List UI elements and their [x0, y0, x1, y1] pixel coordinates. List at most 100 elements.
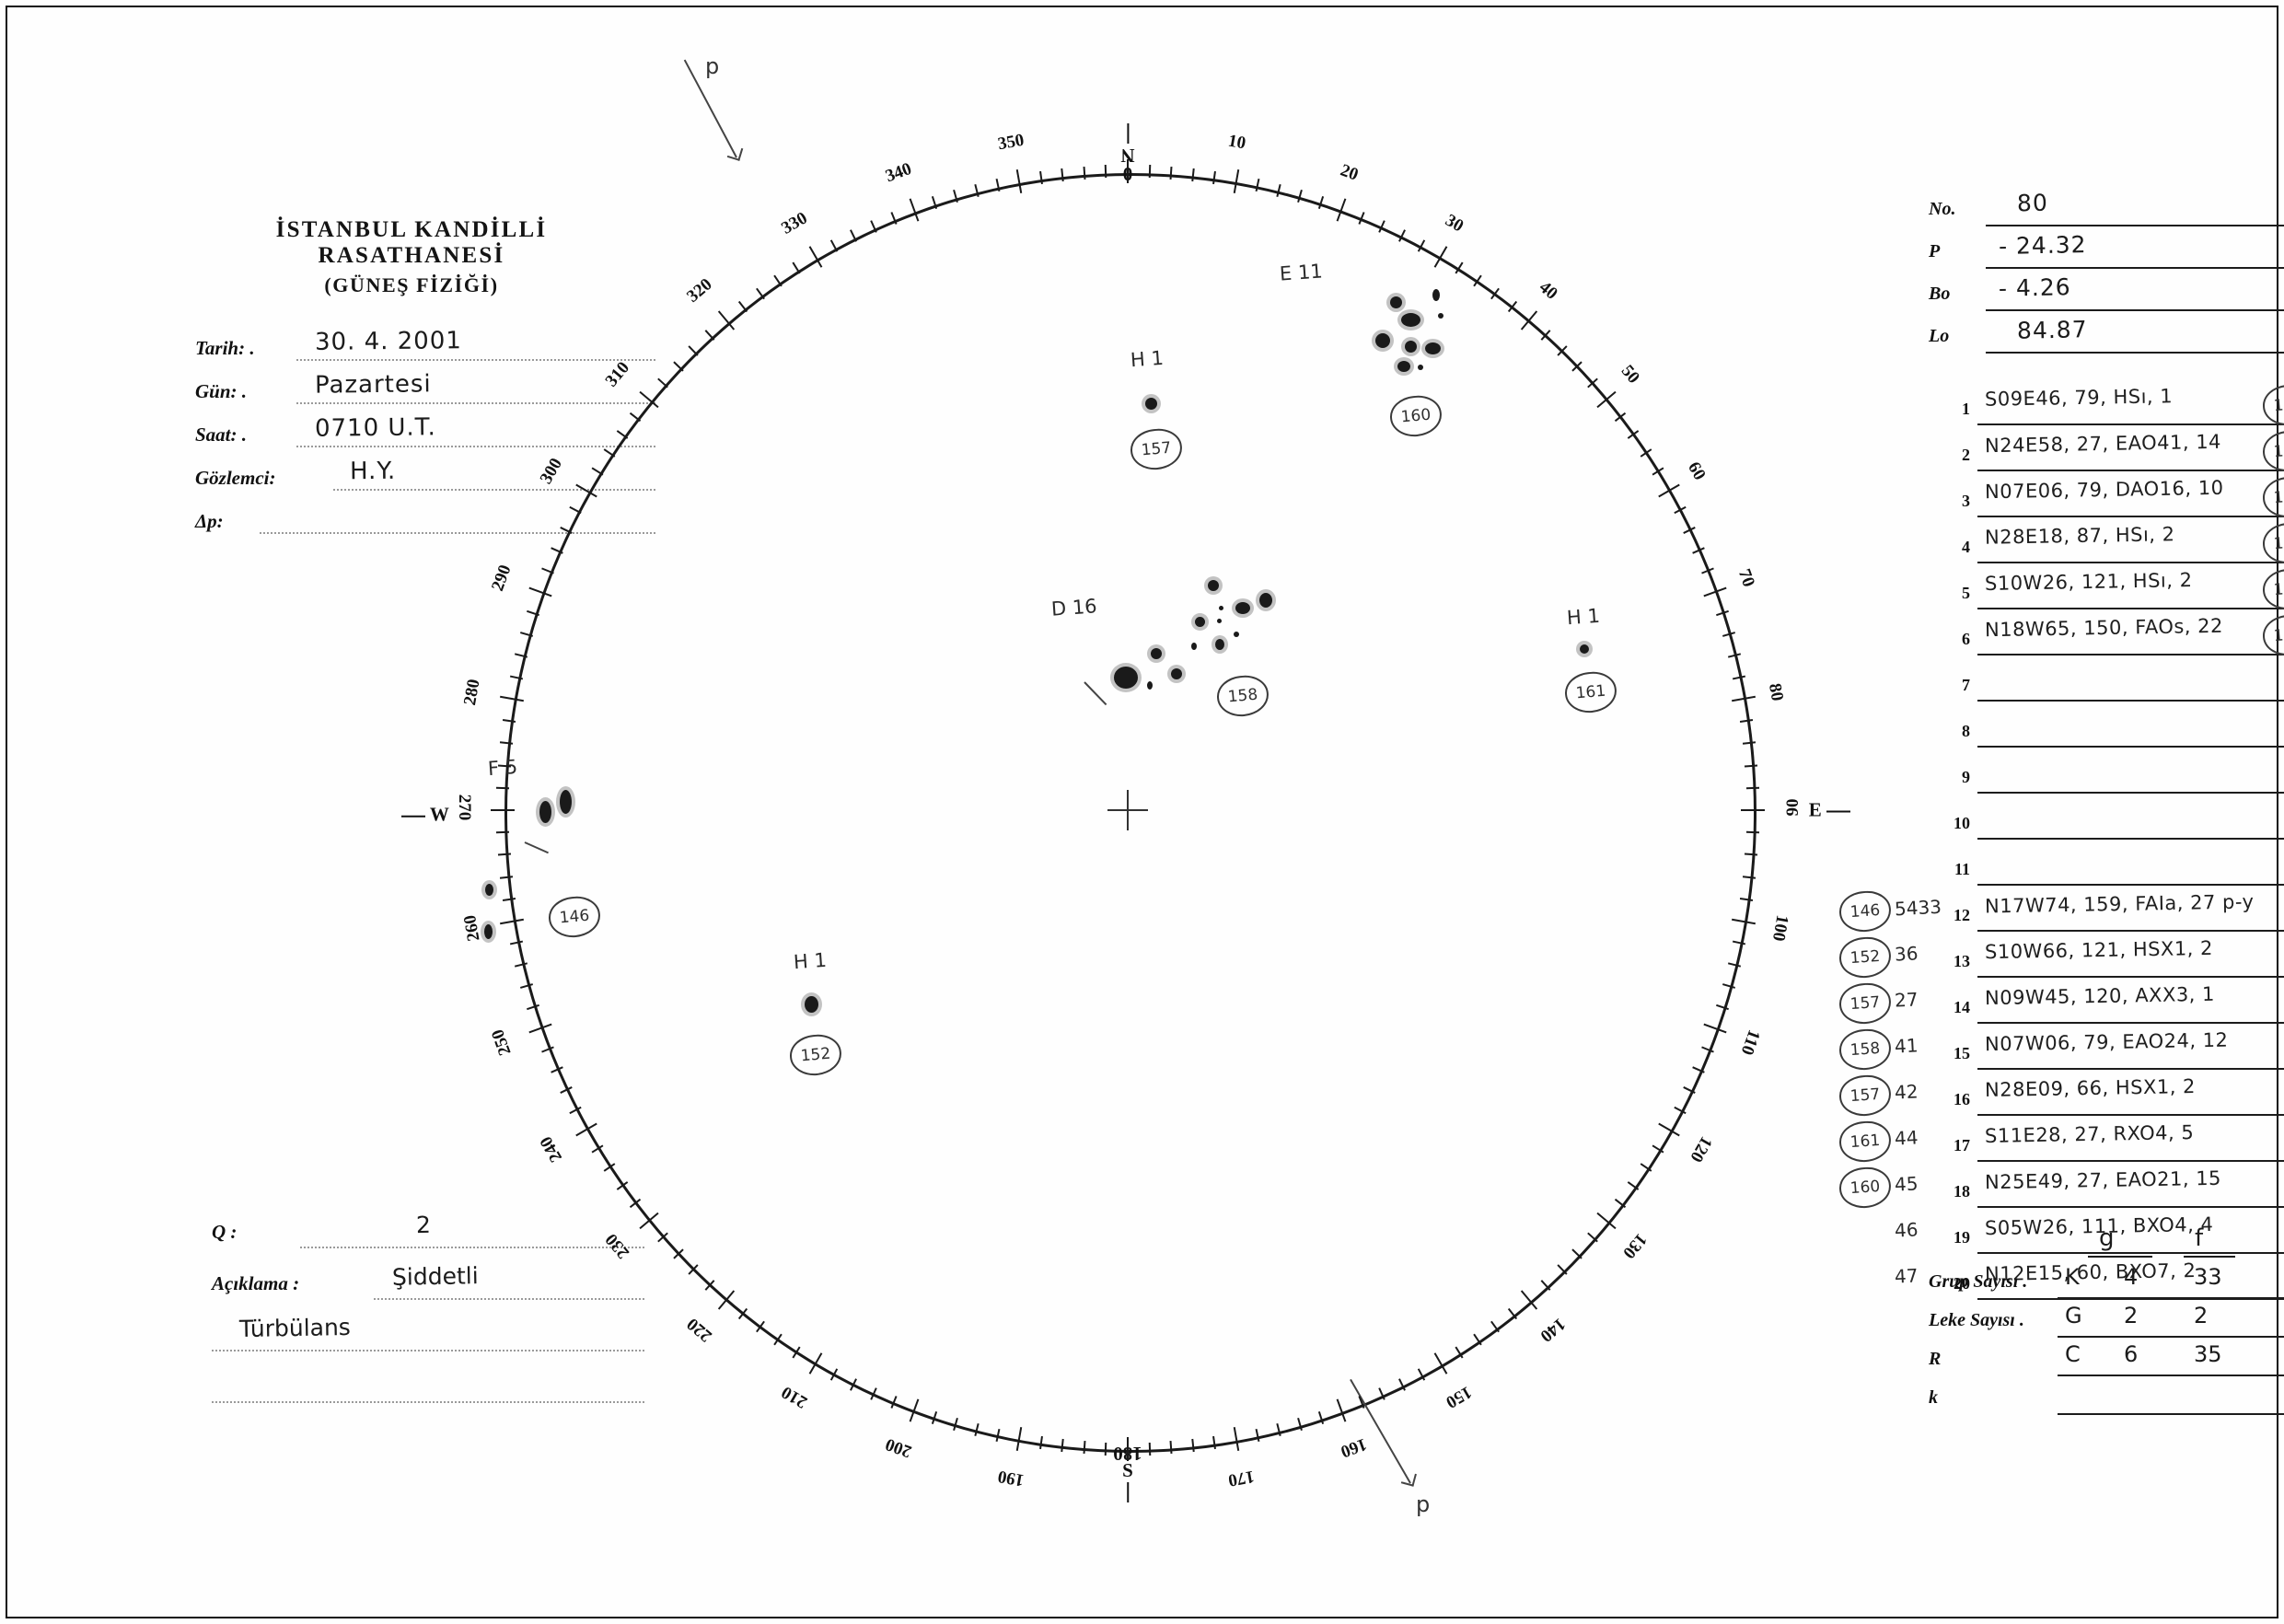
entry-underline: [1977, 562, 2284, 563]
entry-row[interactable]: 7: [1841, 661, 2284, 707]
field-gun[interactable]: Gün: . Pazartesi: [195, 370, 655, 418]
entry-index: 10: [1954, 814, 1970, 832]
field-value-observer: H.Y.: [349, 457, 397, 486]
degree-label: 50: [1617, 361, 1644, 388]
entry-row[interactable]: 157 42 16 N28E09, 66, HSX1, 2: [1838, 1073, 2284, 1121]
p-marker-bottom: p: [1416, 1491, 1431, 1517]
entry-text: S10W66, 121, HSX1, 2: [1984, 936, 2214, 964]
field-label: Tarih: .: [195, 337, 255, 359]
cell-g: 6: [2124, 1341, 2139, 1367]
entry-underline: [1977, 884, 2284, 886]
entry-row[interactable]: 9: [1841, 753, 2284, 799]
sunspot: [1145, 398, 1157, 410]
sunspot: [1195, 617, 1205, 627]
field-saat[interactable]: Saat: . 0710 U.T.: [195, 413, 655, 461]
sunspot: [1147, 681, 1153, 690]
note-value-2: Türbülans: [238, 1313, 352, 1343]
entry-row[interactable]: 158 41 15 N07W06, 79, EAO24, 12: [1838, 1027, 2284, 1075]
field-no[interactable]: No. 80: [1929, 189, 2284, 234]
entry-row[interactable]: 146 5433 12 N17W74, 159, FAIa, 27 p-y: [1838, 889, 2284, 937]
entry-code: 27: [1894, 988, 1919, 1012]
entry-row[interactable]: 8: [1841, 707, 2284, 753]
sunspot: [560, 790, 572, 814]
field-tarih[interactable]: Tarih: . 30. 4. 2001: [195, 327, 655, 375]
sunspot: [1390, 296, 1402, 308]
degree-label: 20: [1337, 160, 1361, 186]
entry-circle-number: 157: [1838, 981, 1893, 1026]
field-aciklama-line3[interactable]: [212, 1370, 644, 1421]
page-border: [6, 6, 2278, 1618]
entry-circle-number: 152: [2261, 567, 2284, 611]
entry-row[interactable]: 46 19 S05W26, 111, BXO4, 4: [1841, 1213, 2284, 1259]
entry-row[interactable]: 4 N28E18, 87, HSı, 2 157: [1841, 521, 2284, 569]
entry-underline: [1977, 608, 2284, 609]
field-aciklama[interactable]: Açıklama : Şiddetli: [212, 1262, 644, 1318]
sunspot: [1397, 361, 1410, 372]
west-tick: [401, 815, 425, 818]
note-label: Açıklama :: [212, 1272, 300, 1294]
entry-index: 17: [1954, 1136, 1970, 1154]
entry-row[interactable]: 160 45 18 N25E49, 27, EAO21, 15: [1838, 1166, 2284, 1213]
degree-label: 260: [459, 913, 484, 943]
sunspot-large: [1114, 667, 1138, 689]
field-bo[interactable]: Bo - 4.26: [1929, 273, 2284, 319]
degree-label: 250: [488, 1026, 516, 1058]
field-underline: [333, 489, 655, 491]
field-lo[interactable]: Lo 84.87: [1929, 316, 2284, 361]
degree-label: 150: [1442, 1382, 1475, 1413]
entry-row[interactable]: 161 44 17 S11E28, 27, RXO4, 5: [1838, 1119, 2284, 1167]
entry-circle-number: 152: [1838, 935, 1893, 980]
entry-row[interactable]: 5 S10W26, 121, HSı, 2 152: [1841, 567, 2284, 615]
entry-index: 3: [1962, 492, 1970, 510]
entry-row[interactable]: 10: [1841, 799, 2284, 845]
east-degree: 90: [1783, 798, 1803, 817]
entry-circle-number: 161: [1838, 1119, 1893, 1164]
field-p[interactable]: P - 24.32: [1929, 231, 2284, 276]
row-underline: [1986, 309, 2284, 311]
row-k[interactable]: k: [1929, 1382, 2284, 1421]
entry-index: 18: [1954, 1182, 1970, 1201]
entry-underline: [1977, 423, 2284, 425]
entry-row[interactable]: 157 27 14 N09W45, 120, AXX3, 1: [1838, 981, 2284, 1029]
entry-text: N09W45, 120, AXX3, 1: [1984, 982, 2216, 1010]
entry-index: 14: [1954, 998, 1970, 1016]
degree-label: 10: [1226, 131, 1247, 154]
group-label: H 1: [793, 948, 828, 974]
q-label: Q :: [212, 1221, 238, 1243]
degree-label: 330: [777, 207, 811, 238]
entry-row[interactable]: 3 N07E06, 79, DAO16, 10 158: [1841, 475, 2284, 523]
observation-fields: Tarih: . 30. 4. 2001 Gün: . Pazartesi Sa…: [195, 327, 655, 548]
field-q[interactable]: Q : 2: [212, 1212, 644, 1267]
note-underline: [374, 1298, 644, 1300]
sunspot: [805, 996, 818, 1013]
cell-f: 35: [2194, 1341, 2222, 1367]
row-r[interactable]: R C 6 35: [1929, 1341, 2284, 1382]
row-leke-sayisi[interactable]: Leke Sayısı . G 2 2: [1929, 1303, 2284, 1343]
entry-code: 45: [1894, 1172, 1919, 1196]
entry-row[interactable]: 152 36 13 S10W66, 121, HSX1, 2: [1838, 935, 2284, 983]
field-underline: [296, 446, 655, 447]
entry-row[interactable]: 1 S09E46, 79, HSı, 1 161: [1841, 383, 2284, 431]
entry-row[interactable]: 47 20 N12E15, 60, BXO7, 2: [1841, 1259, 2284, 1305]
row-value-lo: 84.87: [2016, 316, 2088, 344]
field-delta-p[interactable]: Δp:: [195, 505, 655, 548]
entry-underline: [1977, 976, 2284, 978]
row-underline: [2058, 1413, 2284, 1415]
entry-underline: [1977, 654, 2284, 655]
entry-text: N07W06, 79, EAO24, 12: [1984, 1028, 2229, 1056]
disc-center-marker: [1107, 790, 1148, 830]
summary-column-headers: g f: [2081, 1224, 2265, 1263]
entry-row[interactable]: 6 N18W65, 150, FAOs, 22 146: [1841, 613, 2284, 661]
entry-circle-number: 158: [1838, 1027, 1893, 1072]
entry-row[interactable]: 11: [1841, 845, 2284, 891]
entry-underline: [1977, 1160, 2284, 1162]
entry-row[interactable]: 2 N24E58, 27, EAO41, 14 160: [1841, 429, 2284, 477]
observatory-department: (GÜNEŞ FİZİĞİ): [324, 273, 499, 296]
degree-label: 100: [1768, 913, 1792, 943]
row-grup-sayisi[interactable]: Grup Sayısı . K 4 33: [1929, 1264, 2284, 1305]
entry-index: 1: [1962, 400, 1970, 418]
sunspot: [539, 801, 551, 823]
field-aciklama-line2[interactable]: Türbülans: [212, 1314, 644, 1370]
row-value-no: 80: [2016, 189, 2049, 217]
field-gozlemci[interactable]: Gözlemci: H.Y.: [195, 457, 655, 505]
